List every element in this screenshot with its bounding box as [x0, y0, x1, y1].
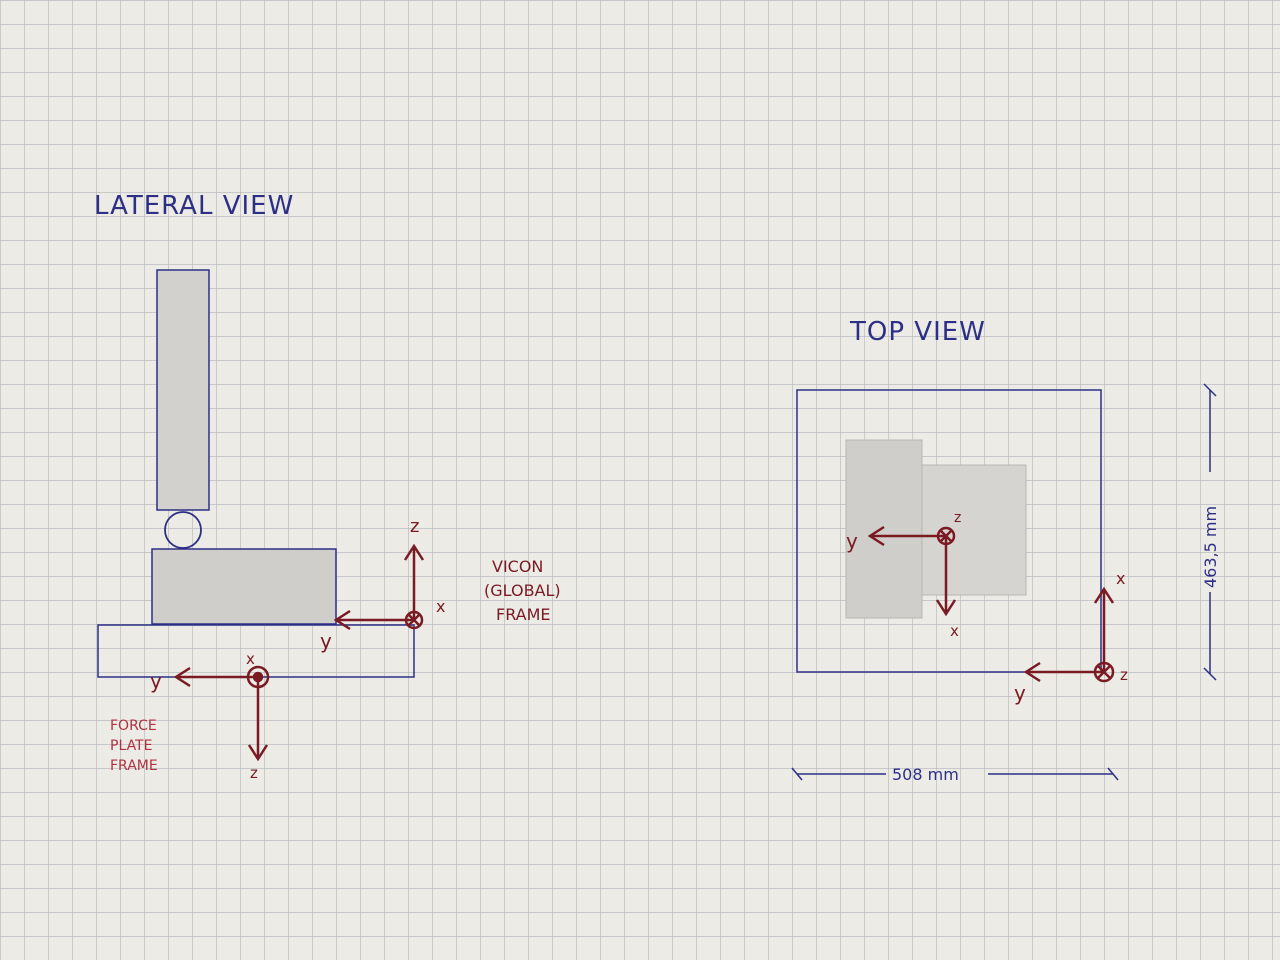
top-center-y-label: y [846, 529, 858, 553]
force-plate-label-3: FRAME [110, 758, 158, 774]
top-shade-right [921, 464, 1027, 596]
top-corner-y-label: y [1014, 681, 1026, 705]
force-plate-label-2: PLATE [110, 738, 152, 754]
top-center-x-label: x [950, 622, 959, 640]
force-plate-y-label: y [150, 669, 162, 693]
top-corner-z-label: z [1120, 666, 1128, 684]
lateral-block [151, 548, 337, 625]
vicon-x-label: x [436, 597, 445, 616]
vicon-frame-label-2: (GLOBAL) [484, 581, 561, 600]
vicon-z-label: z [410, 516, 419, 537]
force-plate-label-1: FORCE [110, 718, 157, 734]
top-center-z-label: z [954, 510, 961, 526]
top-plate-outline [796, 389, 1102, 673]
lateral-view-title: LATERAL VIEW [94, 191, 294, 221]
width-dimension-label: 508 mm [892, 765, 959, 784]
force-plate-frame-axes [173, 665, 270, 762]
force-plate-z-label: z [250, 764, 258, 782]
top-view-title: TOP VIEW [849, 317, 986, 347]
vicon-frame-axes [333, 543, 425, 631]
top-corner-frame-axes [1023, 586, 1115, 683]
lateral-column [156, 269, 210, 511]
height-dimension-label: 463,5 mm [1201, 506, 1220, 588]
vicon-y-label: y [320, 629, 332, 653]
top-shade-left [845, 439, 923, 619]
width-dimension-line [791, 767, 1119, 781]
lateral-ball [164, 511, 202, 549]
lateral-view: LATERAL VIEW z y x VICON (GLOBAL) FRAME [94, 191, 561, 782]
top-corner-x-label: x [1116, 569, 1125, 588]
height-dimension-line [1203, 383, 1217, 681]
force-plate-x-label: x [246, 650, 255, 668]
top-center-frame-axes [867, 525, 957, 617]
vicon-frame-label-3: FRAME [496, 605, 551, 624]
vicon-frame-label-1: VICON [492, 557, 543, 576]
top-view: TOP VIEW z y x x y z [791, 317, 1220, 784]
